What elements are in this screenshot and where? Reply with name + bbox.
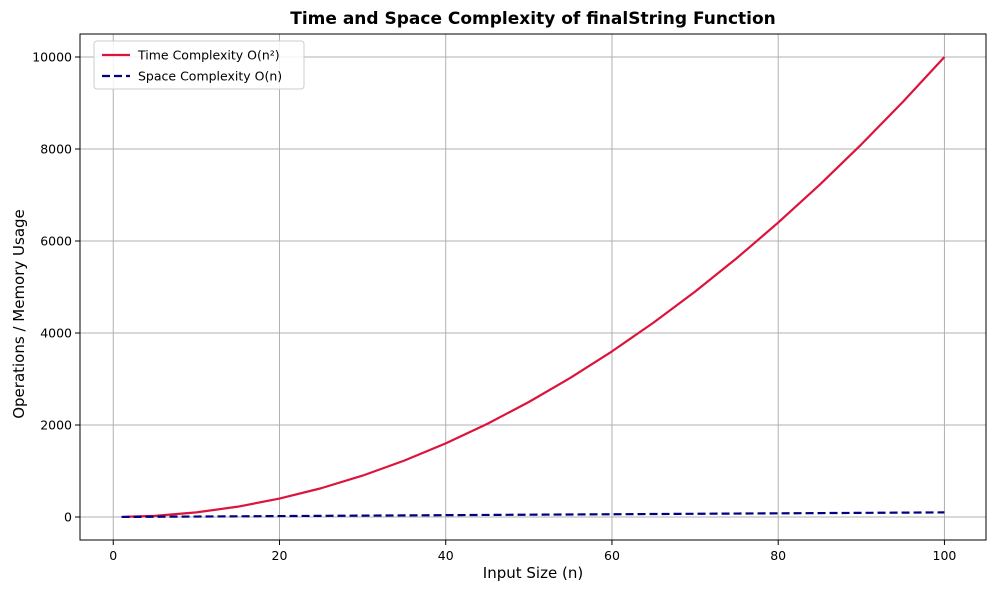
chart-title: Time and Space Complexity of finalString… bbox=[290, 9, 776, 29]
y-tick-label: 0 bbox=[64, 510, 72, 525]
space-complexity-line bbox=[121, 511, 945, 519]
y-tick-label: 6000 bbox=[40, 234, 72, 249]
grid bbox=[80, 34, 986, 540]
x-axis-label: Input Size (n) bbox=[483, 564, 583, 582]
x-tick-label: 0 bbox=[109, 548, 117, 563]
x-tick-label: 60 bbox=[604, 548, 620, 563]
x-tick-label: 100 bbox=[933, 548, 957, 563]
x-tick-label: 40 bbox=[438, 548, 454, 563]
plot-frame bbox=[79, 33, 987, 541]
y-tick-label: 4000 bbox=[40, 326, 72, 341]
time-complexity-line bbox=[121, 56, 946, 519]
x-tick-label: 80 bbox=[770, 548, 786, 563]
legend: Time Complexity O(n²) Space Complexity O(… bbox=[93, 40, 305, 90]
legend-label: Space Complexity O(n) bbox=[138, 69, 282, 84]
axis-ticks: 0 20 40 60 80 100 0 2000 4000 6000 8000 10000 bbox=[32, 50, 956, 564]
y-tick-label: 2000 bbox=[40, 418, 72, 433]
x-tick-label: 20 bbox=[272, 548, 288, 563]
y-tick-label: 10000 bbox=[32, 50, 72, 65]
y-tick-label: 8000 bbox=[40, 142, 72, 157]
legend-label: Time Complexity O(n²) bbox=[137, 48, 280, 63]
legend-box bbox=[93, 40, 305, 90]
y-axis-label: Operations / Memory Usage bbox=[10, 209, 28, 419]
series-lines bbox=[121, 56, 946, 519]
